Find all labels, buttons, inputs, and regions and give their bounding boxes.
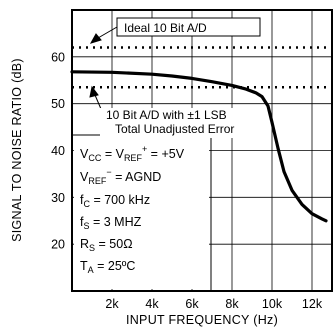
- condition-vref-minus: VREF− = AGND: [80, 167, 161, 186]
- y-axis-title: SIGNAL TO NOISE RATIO (dB): [10, 58, 24, 242]
- y-tick-label: 30: [51, 191, 65, 205]
- series: [70, 70, 328, 223]
- x-tick-label: 4k: [145, 297, 159, 311]
- ideal-annotation-leader: [97, 26, 118, 39]
- conditions-bg: [74, 137, 209, 289]
- x-tick-label: 6k: [185, 297, 199, 311]
- condition-rs: RS = 50Ω: [80, 237, 133, 253]
- y-tick-label: 50: [51, 97, 65, 111]
- y-tick-label: 40: [51, 144, 65, 158]
- ideal-label-bg: [116, 17, 261, 37]
- reference-lines: [72, 46, 332, 89]
- test-conditions: VCC = VREF+ = +5V VREF− = AGND fC = 700 …: [74, 137, 209, 289]
- condition-vcc: VCC = VREF+ = +5V: [80, 144, 185, 163]
- y-tick-labels: 20 30 40 50 60: [51, 50, 65, 251]
- plot-frame: [71, 9, 333, 292]
- condition-ta: TA = 25ºC: [80, 259, 135, 275]
- snr-series-line: [70, 70, 328, 223]
- tue-label-bg: [100, 108, 234, 138]
- x-tick-label: 12k: [302, 297, 323, 311]
- tue-label-line2: Total Unadjusted Error: [115, 122, 234, 136]
- ideal-annotation-arrowhead: [89, 33, 102, 44]
- x-tick-label: 10k: [262, 297, 283, 311]
- x-tick-labels: 2k 4k 6k 8k 10k 12k: [105, 297, 322, 311]
- tue-annotation-arrowhead: [89, 85, 99, 98]
- y-tick-label: 60: [51, 50, 65, 64]
- tue-label-line1: 10 Bit A/D with ±1 LSB: [106, 108, 227, 122]
- x-tick-label: 2k: [105, 297, 119, 311]
- ideal-label: Ideal 10 Bit A/D: [124, 21, 207, 35]
- condition-fc: fC = 700 kHz: [80, 193, 150, 209]
- y-tick-label: 20: [51, 238, 65, 252]
- condition-fs: fS = 3 MHZ: [80, 215, 142, 231]
- x-tick-label: 8k: [225, 297, 239, 311]
- x-axis-title: INPUT FREQUENCY (Hz): [126, 313, 278, 327]
